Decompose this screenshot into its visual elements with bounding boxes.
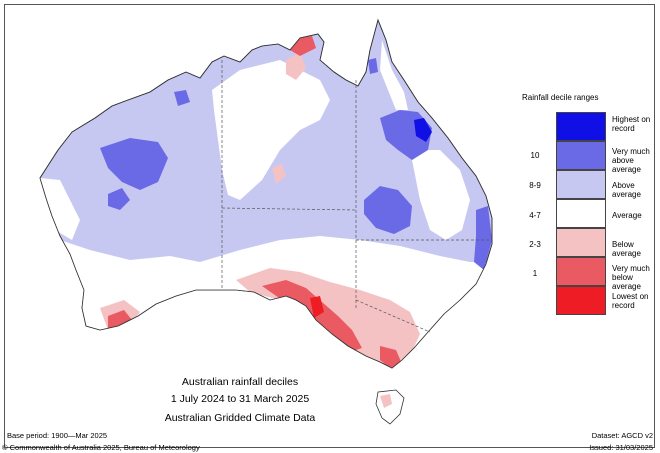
coastline [39, 18, 493, 369]
legend-swatch-very-much-above [556, 141, 606, 170]
very-much-above-qld-central [364, 186, 412, 234]
average-region-east [410, 150, 470, 240]
very-much-above-nsw-coast [474, 206, 492, 270]
dataset-label: Dataset: AGCD v2 [591, 431, 653, 440]
average-region-cape [380, 40, 408, 110]
tasmania-below-average [380, 394, 392, 408]
average-region-north [212, 60, 330, 200]
legend-label-average: Average [612, 211, 642, 220]
base-period: Base period: 1900—Mar 2025 [7, 431, 108, 440]
map-dataset-title: Australian Gridded Climate Data [164, 412, 316, 424]
legend-label-very-much-above: Very much above average [612, 147, 650, 174]
very-much-above-nt [174, 90, 190, 106]
legend-swatch-highest [556, 112, 606, 141]
issued-date: Issued: 31/03/2025 [589, 443, 653, 452]
legend-swatch-below [556, 228, 606, 257]
copyright: © Commonwealth of Australia 2025, Bureau… [2, 443, 200, 452]
legend-label-lowest: Lowest on record [612, 292, 649, 310]
legend-swatch-very-much-below [556, 257, 606, 286]
legend-range-average: 4-7 [529, 211, 541, 220]
map-period: 1 July 2024 to 31 March 2025 [170, 393, 310, 405]
below-average-top-end [286, 52, 306, 80]
legend-range-very-much-below: 1 [532, 269, 538, 278]
legend-swatch-above [556, 170, 606, 199]
map-title: Australian rainfall deciles [181, 376, 299, 388]
very-much-above-pilbara [100, 138, 168, 190]
very-much-above-small-wa [108, 188, 130, 210]
legend-swatch-lowest [556, 286, 606, 315]
highest-on-record-qld [414, 118, 432, 142]
map-frame [4, 4, 655, 448]
lowest-on-record-sa [310, 296, 324, 318]
legend-label-very-much-below: Very much below average [612, 264, 650, 291]
legend-label-above: Above average [612, 181, 641, 199]
legend-label-below: Below average [612, 240, 641, 258]
below-average-nt-spot [272, 164, 286, 184]
very-much-above-cape [368, 58, 378, 74]
average-region-west-coast [40, 178, 80, 240]
legend-range-above: 8-9 [529, 181, 541, 190]
legend-label-highest: Highest on record [612, 115, 651, 133]
legend-swatch-average [556, 199, 606, 228]
legend-range-very-much-above: 10 [530, 151, 540, 160]
very-much-below-vic [380, 346, 402, 368]
state-borders [221, 60, 490, 333]
legend-range-below: 2-3 [529, 240, 541, 249]
legend-title: Rainfall decile ranges [522, 93, 599, 102]
